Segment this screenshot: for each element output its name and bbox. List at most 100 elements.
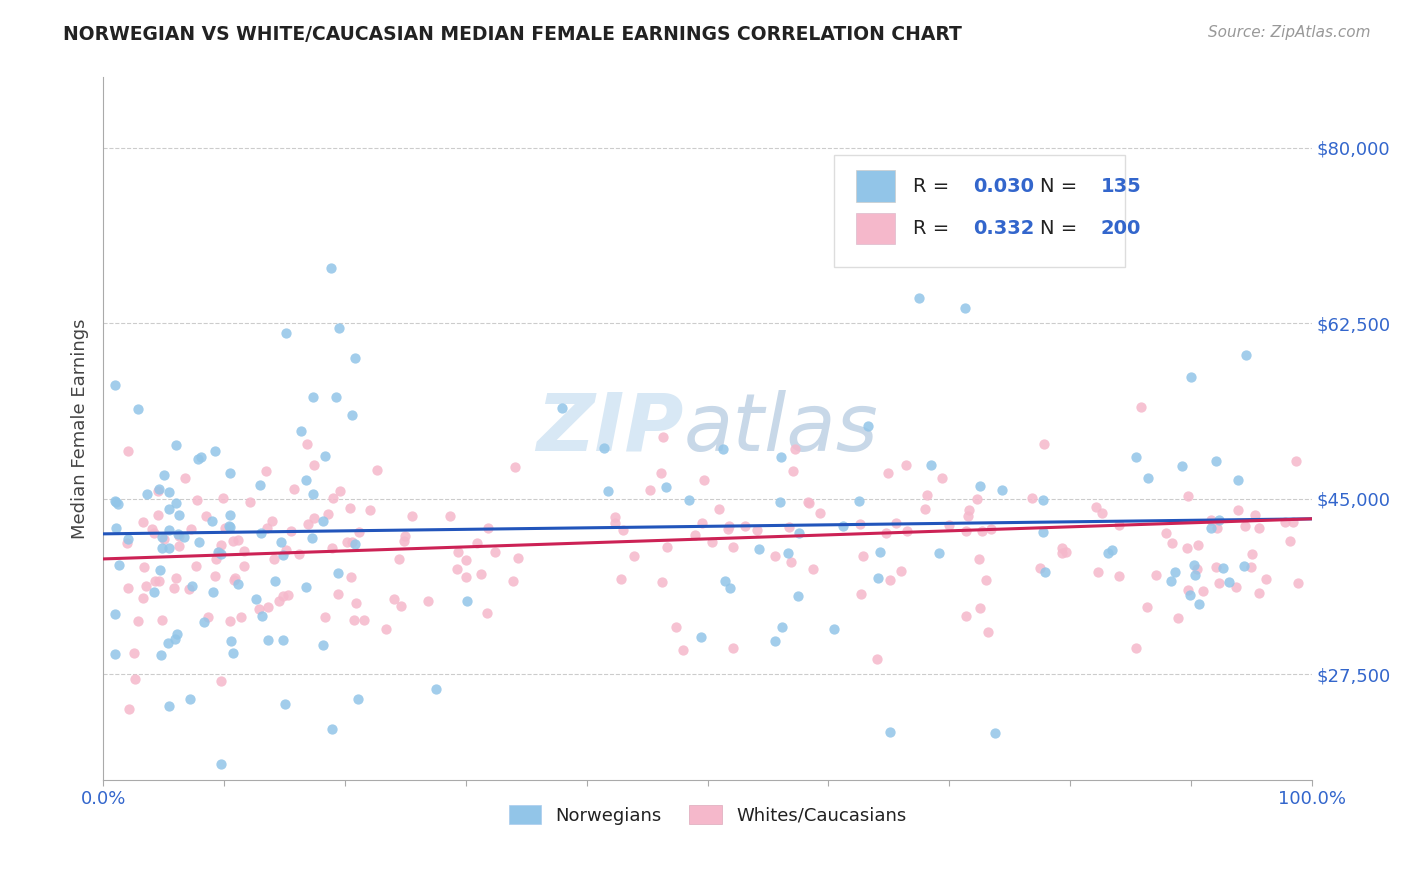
Point bbox=[274, 543, 297, 558]
Text: N =: N = bbox=[1040, 177, 1084, 195]
Point bbox=[879, 724, 901, 739]
Point bbox=[550, 401, 572, 416]
Point bbox=[115, 536, 138, 550]
Point bbox=[344, 596, 367, 610]
Point bbox=[344, 351, 367, 366]
Point bbox=[808, 506, 831, 520]
Point bbox=[969, 479, 991, 493]
Point bbox=[707, 502, 730, 516]
Point bbox=[1212, 561, 1234, 575]
Point bbox=[150, 541, 173, 556]
Point bbox=[931, 471, 953, 485]
Point bbox=[193, 615, 215, 629]
Point bbox=[263, 551, 285, 566]
Point bbox=[748, 542, 770, 557]
Point bbox=[717, 519, 740, 533]
Point bbox=[218, 519, 240, 533]
Point bbox=[166, 627, 188, 641]
Point bbox=[605, 516, 627, 531]
Point bbox=[1192, 583, 1215, 598]
Point bbox=[322, 491, 344, 505]
Point bbox=[1054, 545, 1077, 559]
Point bbox=[277, 588, 299, 602]
Point bbox=[470, 566, 492, 581]
Point bbox=[135, 579, 157, 593]
Point bbox=[991, 483, 1014, 497]
Point bbox=[1278, 534, 1301, 549]
Point bbox=[502, 574, 524, 588]
Point bbox=[1218, 575, 1240, 590]
Point bbox=[1184, 558, 1206, 573]
Point bbox=[340, 569, 363, 583]
Point bbox=[148, 482, 170, 496]
Point bbox=[1180, 370, 1202, 384]
Point bbox=[340, 408, 363, 422]
Point bbox=[347, 692, 370, 706]
Point bbox=[783, 442, 806, 456]
Point bbox=[104, 607, 127, 621]
Point bbox=[439, 508, 461, 523]
Text: 135: 135 bbox=[1101, 177, 1142, 195]
Point bbox=[325, 390, 347, 404]
Point bbox=[1177, 489, 1199, 503]
Point bbox=[212, 491, 235, 505]
Point bbox=[665, 619, 688, 633]
Point bbox=[896, 524, 918, 539]
Text: R =: R = bbox=[912, 219, 956, 238]
Point bbox=[180, 522, 202, 536]
Point bbox=[690, 516, 713, 531]
Point bbox=[734, 519, 756, 533]
Point bbox=[347, 525, 370, 540]
Point bbox=[186, 559, 208, 574]
Point bbox=[1108, 518, 1130, 533]
Point bbox=[118, 702, 141, 716]
Point bbox=[1254, 572, 1277, 586]
Point bbox=[1208, 513, 1230, 527]
Point bbox=[108, 558, 131, 573]
Point bbox=[976, 573, 998, 587]
Point bbox=[908, 291, 931, 305]
Point bbox=[966, 492, 988, 507]
Point bbox=[222, 646, 245, 660]
Text: 200: 200 bbox=[1101, 219, 1140, 238]
Point bbox=[1240, 547, 1263, 561]
Point bbox=[1052, 546, 1074, 560]
Point bbox=[107, 497, 129, 511]
Point bbox=[1233, 519, 1256, 533]
Point bbox=[447, 544, 470, 558]
Point bbox=[770, 620, 793, 634]
Point bbox=[797, 495, 820, 509]
Point bbox=[915, 487, 938, 501]
Point bbox=[301, 531, 323, 545]
Point bbox=[104, 494, 127, 508]
Point bbox=[312, 638, 335, 652]
Text: 0.332: 0.332 bbox=[973, 219, 1035, 238]
Point bbox=[207, 545, 229, 559]
Point bbox=[1233, 558, 1256, 573]
Point bbox=[890, 564, 912, 578]
Point bbox=[218, 520, 240, 534]
Point bbox=[770, 450, 793, 464]
Point bbox=[1274, 515, 1296, 529]
Point bbox=[187, 452, 209, 467]
Point bbox=[1021, 491, 1043, 505]
Point bbox=[851, 549, 873, 564]
Point bbox=[162, 582, 184, 596]
Point bbox=[190, 450, 212, 464]
Point bbox=[1050, 541, 1073, 555]
Point bbox=[165, 571, 187, 585]
Point bbox=[207, 545, 229, 559]
Point bbox=[283, 482, 305, 496]
Point bbox=[768, 495, 790, 509]
Point bbox=[316, 507, 339, 521]
Point bbox=[1249, 520, 1271, 534]
Point bbox=[104, 521, 127, 535]
Point bbox=[274, 326, 297, 340]
Point bbox=[314, 609, 336, 624]
Point bbox=[823, 622, 845, 636]
Point bbox=[623, 549, 645, 563]
Point bbox=[254, 464, 277, 478]
Point bbox=[157, 485, 180, 500]
Point bbox=[250, 609, 273, 624]
Point bbox=[290, 424, 312, 438]
